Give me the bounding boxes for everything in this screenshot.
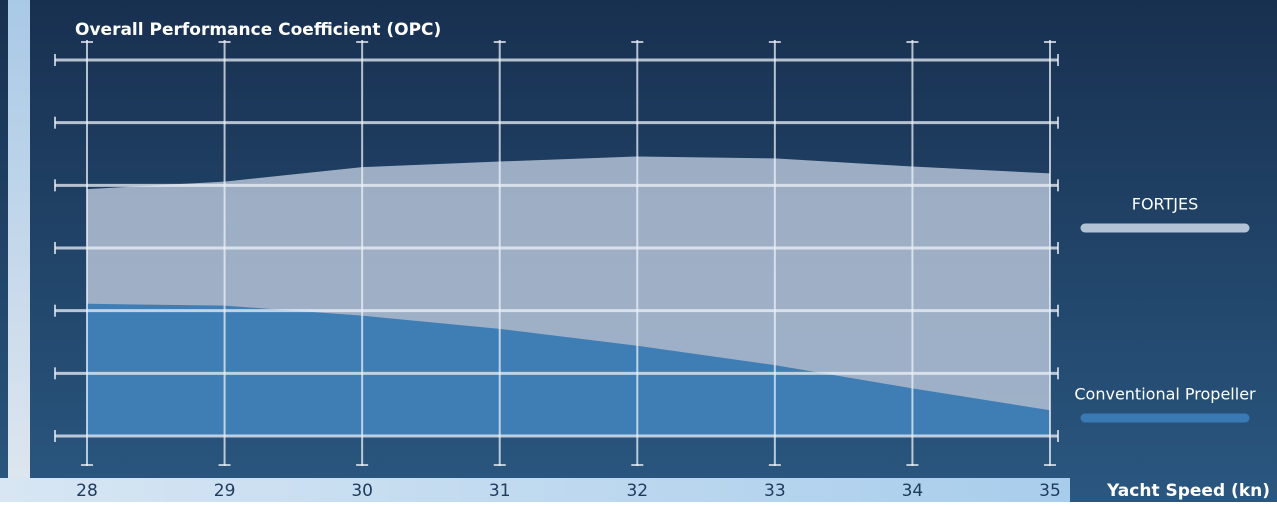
y-axis-band xyxy=(8,0,30,478)
x-tick-label: 34 xyxy=(902,481,924,501)
x-tick-label: 33 xyxy=(764,481,786,501)
x-tick-label: 30 xyxy=(351,481,373,501)
x-tick-label: 29 xyxy=(214,481,236,501)
legend-label: FORTJES xyxy=(1132,195,1199,214)
x-axis-band xyxy=(0,478,1070,502)
x-tick-label: 28 xyxy=(76,481,98,501)
chart-title: Overall Performance Coefficient (OPC) xyxy=(75,20,441,40)
area xyxy=(87,303,1050,436)
x-tick-label: 31 xyxy=(489,481,511,501)
legend-label: Conventional Propeller xyxy=(1074,385,1256,404)
x-axis-title: Yacht Speed (kn) xyxy=(1106,481,1270,501)
x-tick-label: 32 xyxy=(626,481,648,501)
x-tick-label: 35 xyxy=(1039,481,1061,501)
